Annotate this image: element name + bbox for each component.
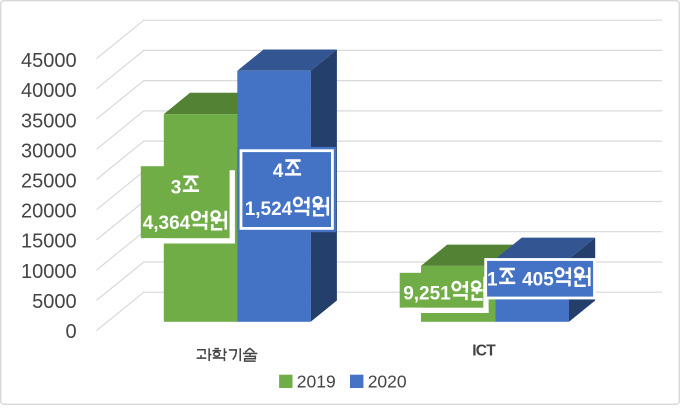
svg-text:40000: 40000 xyxy=(21,80,77,102)
svg-text:20000: 20000 xyxy=(21,201,77,223)
svg-text:45000: 45000 xyxy=(21,50,77,72)
svg-text:10000: 10000 xyxy=(21,261,77,283)
svg-text:5000: 5000 xyxy=(32,291,77,313)
svg-text:0: 0 xyxy=(65,321,76,343)
svg-text:405: 405 xyxy=(522,270,554,291)
svg-text:25000: 25000 xyxy=(21,171,77,193)
svg-text:3: 3 xyxy=(171,178,182,199)
svg-text:4,364: 4,364 xyxy=(143,213,191,234)
svg-text:1,524: 1,524 xyxy=(245,199,293,220)
svg-text:35000: 35000 xyxy=(21,110,77,132)
svg-text:2020: 2020 xyxy=(368,372,407,392)
svg-text:ICT: ICT xyxy=(472,342,496,359)
svg-text:4: 4 xyxy=(273,161,284,182)
svg-text:2019: 2019 xyxy=(297,372,336,392)
svg-text:9,251: 9,251 xyxy=(403,283,451,304)
svg-text:15000: 15000 xyxy=(21,231,77,253)
svg-text:30000: 30000 xyxy=(21,140,77,162)
svg-text:1: 1 xyxy=(487,270,498,291)
